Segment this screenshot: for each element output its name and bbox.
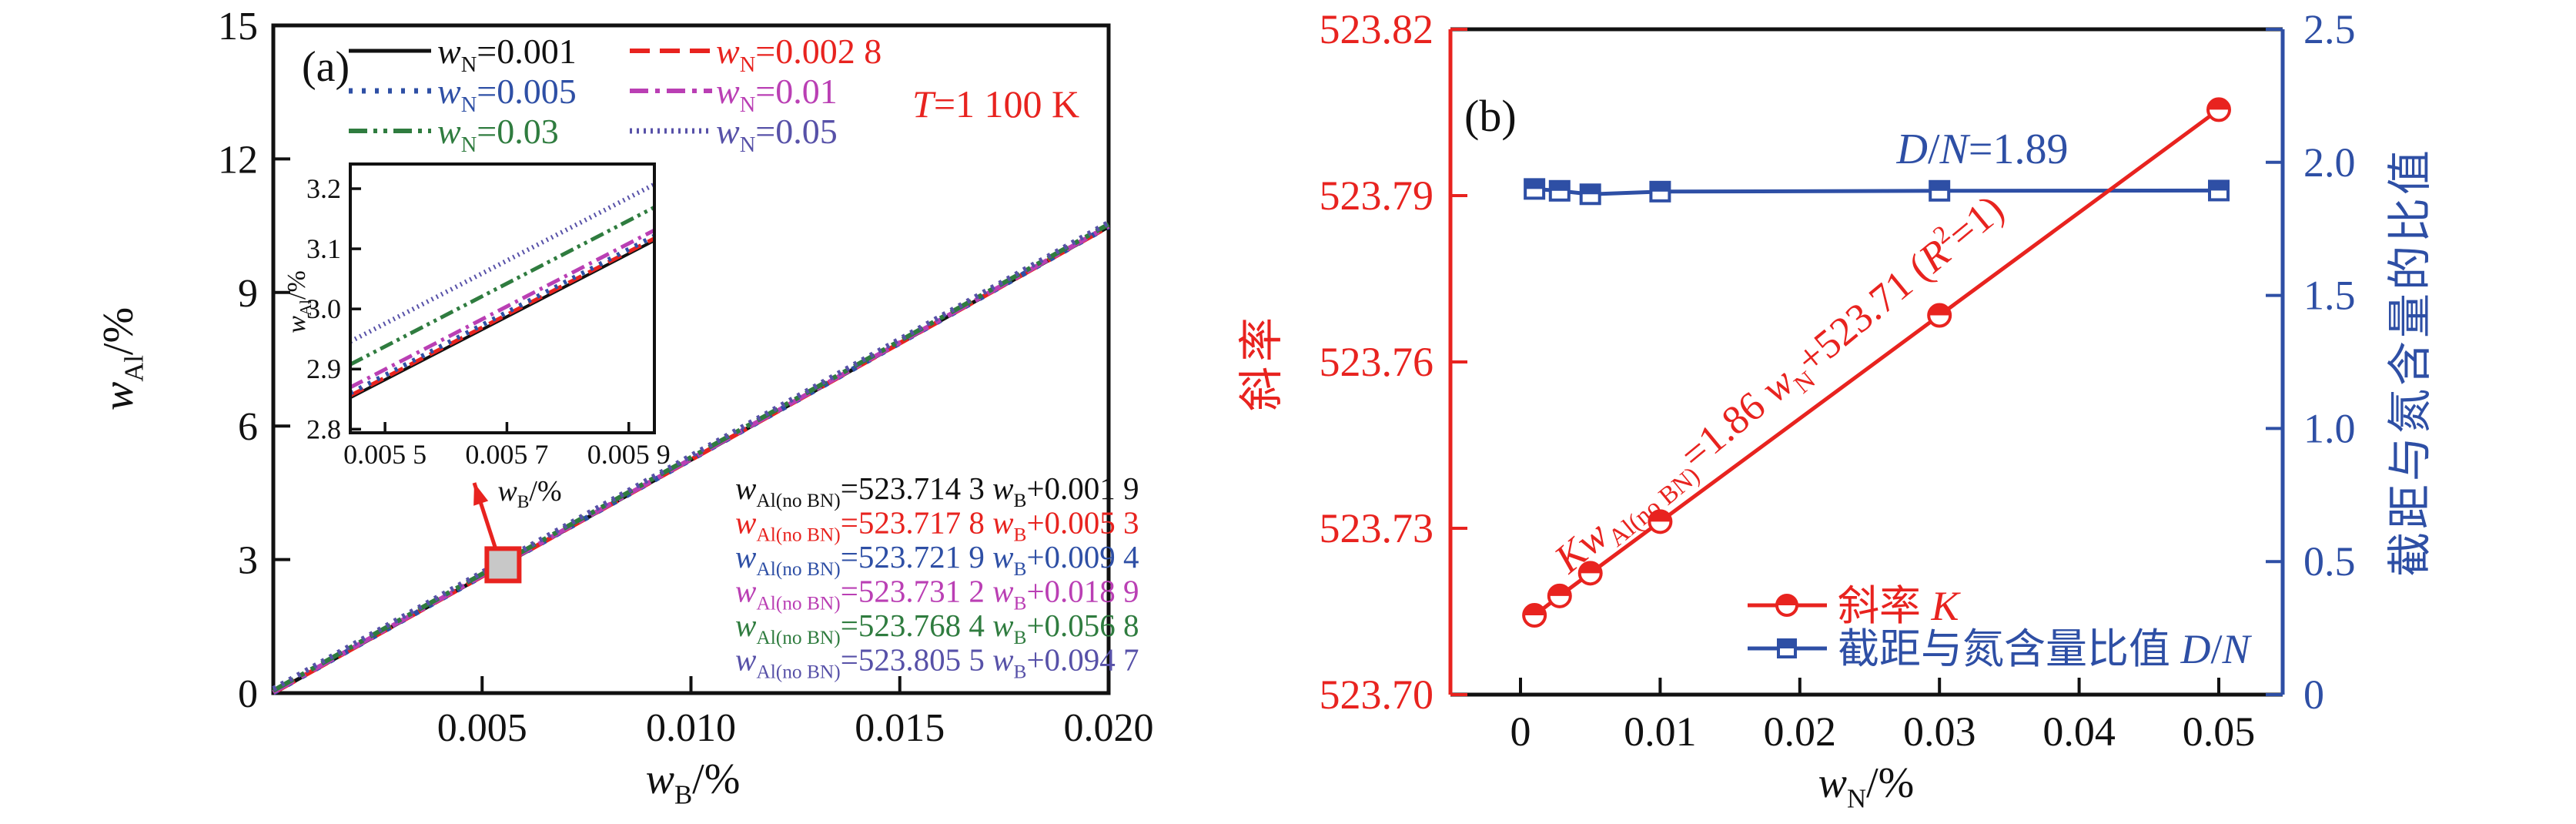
a-panel-label: (a) (302, 43, 350, 91)
a-y-tick-label: 0 (238, 672, 258, 716)
b-x-tick-label: 0.01 (1624, 708, 1697, 755)
a-inset-y-tick-label: 3.2 (306, 173, 341, 204)
a-inset-line-1 (350, 236, 654, 397)
a-zoom-arrow-head (473, 483, 489, 506)
a-inset-line-2 (350, 233, 654, 396)
a-temperature-note: T=1 100 K (912, 82, 1079, 126)
b-legend-marker-k-fill (1777, 595, 1797, 605)
a-inset-frame (349, 162, 656, 434)
b-legend-marker-dn-fill (1778, 640, 1795, 648)
a-legend: wN=0.001 wN=0.002 8 wN=0.005 wN=0.01 wN=0.03… (349, 32, 882, 157)
b-left-axis-label: 斜率 (1236, 313, 1286, 411)
a-y-tick-label: 6 (238, 405, 258, 449)
a-x-tick-label: 0.020 (1064, 706, 1154, 750)
a-inset-x-axis-label: wB/% (497, 475, 561, 512)
a-equation-2: wAl(no BN)=523.721 9 wB+0.009 4 (735, 539, 1139, 580)
a-inset-x-tick-label: 0.005 7 (465, 439, 548, 470)
panel-a: 0.005 0.010 0.015 0.020 0 3 6 9 12 15 wB/% wAl/% (a)… (95, 5, 1154, 809)
a-legend-label-1: wN=0.002 8 (716, 32, 882, 77)
b-k-point-2-fill (1579, 562, 1601, 574)
a-inset-lines (350, 182, 654, 400)
b-left-tick-label: 523.79 (1320, 173, 1434, 219)
a-inset-y-tick-label: 2.8 (306, 414, 341, 444)
a-legend-label-5: wN=0.05 (716, 112, 838, 157)
a-equation-3: wAl(no BN)=523.731 2 wB+0.018 9 (735, 574, 1139, 615)
b-right-tick-label: 2.0 (2303, 139, 2356, 186)
b-dn-point-5-fill (2210, 181, 2228, 191)
a-inset-x-tick-label: 0.005 9 (587, 439, 671, 470)
b-right-tick-label: 1.0 (2303, 405, 2356, 451)
a-equation-1: wAl(no BN)=523.717 8 wB+0.005 3 (735, 505, 1139, 546)
b-series-line-dn (1534, 186, 2220, 196)
b-x-tick-label: 0.04 (2042, 708, 2116, 755)
a-inset-y-tick-label: 2.9 (306, 353, 341, 384)
b-right-tick-label: 1.5 (2303, 273, 2356, 319)
a-y-tick-label: 15 (218, 5, 258, 49)
a-y-axis-label: wAl/% (95, 307, 149, 410)
a-y-tick-label: 9 (238, 272, 258, 316)
b-left-tick-label: 523.82 (1320, 6, 1434, 52)
a-equation-4: wAl(no BN)=523.768 4 wB+0.056 8 (735, 608, 1139, 648)
b-dn-point-2-fill (1581, 185, 1600, 195)
b-right-tick-label: 0.5 (2303, 538, 2356, 585)
a-series-line-5 (272, 219, 1110, 692)
b-legend-label-k: 斜率 K (1838, 583, 1962, 629)
b-left-tick-label: 523.76 (1320, 339, 1434, 385)
b-right-tick-label: 2.5 (2303, 6, 2356, 52)
b-left-tick-label: 523.70 (1320, 672, 1434, 718)
b-right-axis-label: 截距与氮含量的比值 (2385, 147, 2435, 577)
b-dn-point-1-fill (1550, 181, 1569, 191)
b-left-tick-label: 523.73 (1320, 505, 1434, 551)
a-legend-label-0: wN=0.001 (437, 32, 577, 77)
a-inset-line-3 (350, 228, 654, 390)
b-k-point-1-fill (1548, 585, 1571, 596)
b-dn-point-0-fill (1525, 179, 1544, 189)
a-inset-y-tick-label: 3.1 (306, 233, 341, 264)
a-x-tick-label: 0.005 (437, 706, 527, 750)
a-x-tick-label: 0.010 (646, 706, 736, 750)
b-x-tick-label: 0.02 (1764, 708, 1837, 755)
a-inset-y-axis-label: wAl/% (283, 270, 315, 333)
b-legend-label-dn: 截距与氮含量比值 D/N (1838, 626, 2253, 672)
b-x-axis-label: wN/% (1818, 759, 1915, 813)
a-zoom-region-marker (484, 546, 522, 584)
b-panel-label: (b) (1464, 91, 1517, 141)
a-y-tick-label: 12 (218, 138, 258, 182)
b-k-point-5-fill (2208, 99, 2230, 110)
a-legend-label-2: wN=0.005 (437, 72, 577, 117)
b-dn-point-4-fill (1930, 181, 1949, 191)
b-fit-equation: KwAl(no BN)=1.86 wN+523.71 (R2=1) (1544, 184, 2016, 588)
a-legend-label-3: wN=0.01 (716, 72, 838, 117)
b-k-point-4-fill (1929, 304, 1951, 316)
a-inset: 0.005 5 0.005 7 0.005 9 2.8 2.9 3.0 3.1 3.2 wB/%… (283, 162, 671, 512)
b-k-point-3-fill (1649, 511, 1671, 522)
b-k-point-0-fill (1524, 605, 1546, 616)
a-inset-y-tick-label: 3.0 (306, 293, 341, 324)
a-equation-0: wAl(no BN)=523.714 3 wB+0.001 9 (735, 471, 1139, 511)
a-legend-label-4: wN=0.03 (437, 112, 559, 157)
a-inset-x-tick-label: 0.005 5 (343, 439, 427, 470)
a-x-axis-label: wB/% (646, 755, 741, 809)
a-x-tick-label: 0.015 (855, 706, 945, 750)
panel-b: 0 0.01 0.02 0.03 0.04 0.05 523.70 523.73 523.76 5… (1236, 6, 2435, 813)
b-right-tick-label: 0 (2303, 672, 2324, 718)
b-dn-point-3-fill (1651, 182, 1670, 192)
b-x-tick-label: 0.03 (1903, 708, 1976, 755)
a-inset-line-4 (350, 205, 654, 367)
b-series-line-k (1533, 108, 2220, 618)
b-x-tick-label: 0 (1510, 708, 1531, 755)
b-x-tick-label: 0.05 (2183, 708, 2256, 755)
a-equation-5: wAl(no BN)=523.805 5 wB+0.094 7 (735, 642, 1139, 683)
a-y-tick-label: 3 (238, 539, 258, 583)
b-dn-annotation: D/N=1.89 (1896, 126, 2069, 173)
